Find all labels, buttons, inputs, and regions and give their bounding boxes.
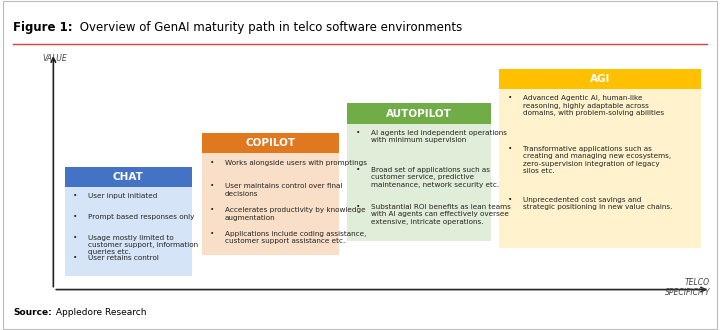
Text: User maintains control over final
decisions: User maintains control over final decisi… <box>225 183 343 197</box>
Text: Works alongside users with promptings: Works alongside users with promptings <box>225 160 367 166</box>
Text: Overview of GenAI maturity path in telco software environments: Overview of GenAI maturity path in telco… <box>76 21 462 34</box>
Text: •: • <box>356 204 360 210</box>
Text: •: • <box>210 231 215 237</box>
Bar <box>65 187 192 276</box>
Text: •: • <box>73 235 78 241</box>
Text: •: • <box>508 197 512 203</box>
Text: •: • <box>508 95 512 101</box>
Text: Usage mostly limited to
customer support, information
queries etc.: Usage mostly limited to customer support… <box>89 235 199 255</box>
Text: User input initiated: User input initiated <box>89 193 158 199</box>
Text: AUTOPILOT: AUTOPILOT <box>387 109 452 118</box>
Text: VALUE: VALUE <box>42 54 67 63</box>
Text: Broad set of applications such as
customer service, predictive
maintenance, netw: Broad set of applications such as custom… <box>371 167 499 187</box>
Text: Appledore Research: Appledore Research <box>53 308 147 317</box>
Text: Prompt based responses only: Prompt based responses only <box>89 214 194 220</box>
Text: User retains control: User retains control <box>89 255 159 261</box>
Text: Figure 1:: Figure 1: <box>13 21 73 34</box>
Text: Source:: Source: <box>13 308 52 317</box>
Text: •: • <box>356 130 360 136</box>
Text: Applications include coding assistance,
customer support assistance etc.: Applications include coding assistance, … <box>225 231 366 244</box>
Text: •: • <box>210 160 215 166</box>
Text: •: • <box>73 214 78 220</box>
Text: Transformative applications such as
creating and managing new ecosystems,
zero-s: Transformative applications such as crea… <box>523 146 671 174</box>
Text: COPILOT: COPILOT <box>245 138 295 148</box>
Text: •: • <box>210 183 215 189</box>
Bar <box>348 104 491 124</box>
Bar <box>202 153 338 255</box>
Text: •: • <box>356 167 360 173</box>
Text: Advanced Agentic AI, human-like
reasoning, highly adaptable across
domains, with: Advanced Agentic AI, human-like reasonin… <box>523 95 664 116</box>
Bar <box>202 133 338 153</box>
Bar <box>500 89 701 248</box>
Bar <box>65 167 192 187</box>
Text: •: • <box>73 193 78 199</box>
Bar <box>348 124 491 241</box>
Text: CHAT: CHAT <box>113 172 144 182</box>
Text: AI agents led independent operations
with minimum supervision: AI agents led independent operations wit… <box>371 130 507 143</box>
Text: TELCO
SPECIFICITY: TELCO SPECIFICITY <box>665 278 710 297</box>
Text: Accelerates productivity by knowledge
augmentation: Accelerates productivity by knowledge au… <box>225 207 366 220</box>
Text: •: • <box>210 207 215 213</box>
Text: •: • <box>73 255 78 261</box>
Text: •: • <box>508 146 512 152</box>
Text: Substantial ROI benefits as lean teams
with AI agents can effectively oversee
ex: Substantial ROI benefits as lean teams w… <box>371 204 510 225</box>
Text: AGI: AGI <box>590 74 611 84</box>
Text: Unprecedented cost savings and
strategic positioning in new value chains.: Unprecedented cost savings and strategic… <box>523 197 672 210</box>
Bar <box>500 69 701 89</box>
